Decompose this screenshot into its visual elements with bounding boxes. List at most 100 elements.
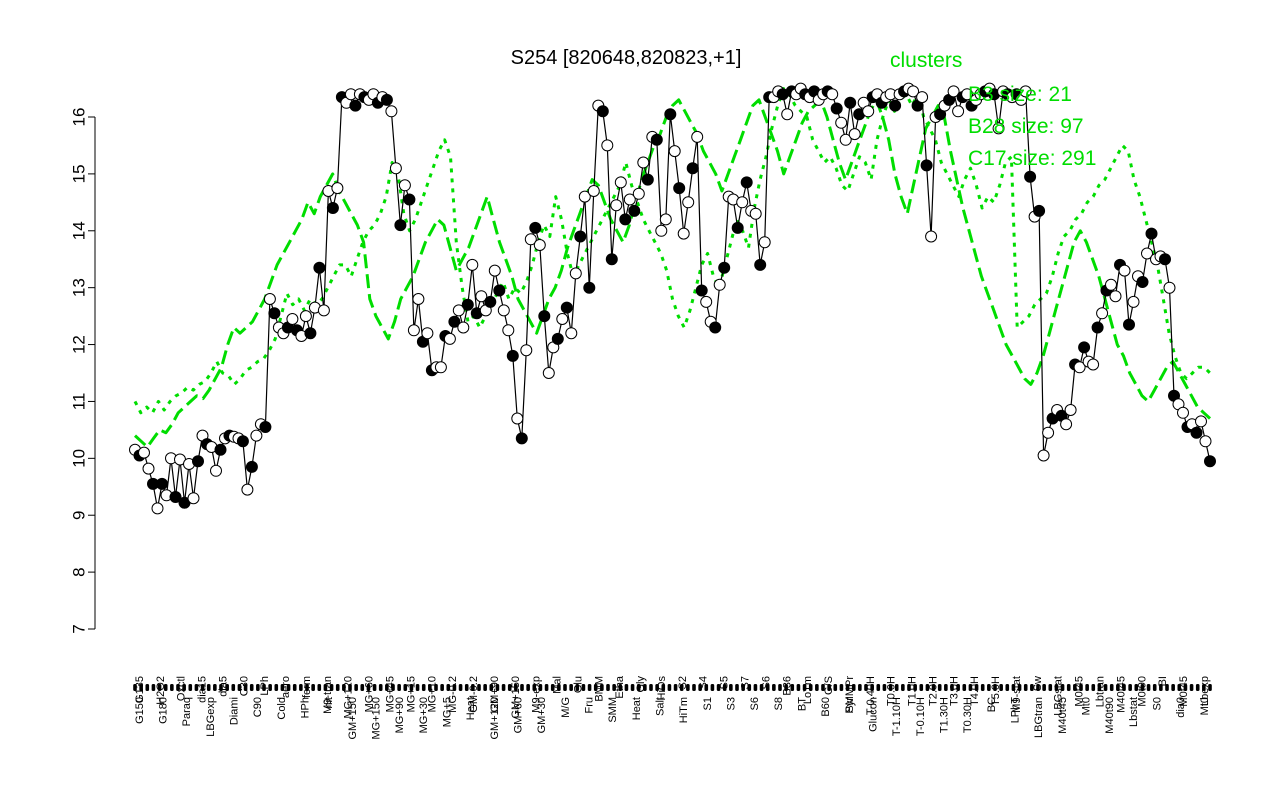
- x-tick-mark: [1152, 684, 1157, 691]
- x-tick-mark: [587, 684, 592, 691]
- data-point: [758, 236, 771, 249]
- x-tick-mark: [1060, 684, 1065, 691]
- data-point: [952, 105, 965, 118]
- data-point: [502, 324, 515, 337]
- x-tick-mark: [993, 684, 997, 691]
- data-point: [920, 159, 933, 172]
- x-tick-label: GM-0.2: [468, 676, 480, 713]
- x-tick-mark: [1116, 684, 1120, 691]
- x-tick-label: LBGtran: [1033, 697, 1045, 738]
- x-tick-mark: [200, 684, 205, 691]
- x-tick-mark: [790, 684, 795, 691]
- x-tick-label: Mal: [552, 676, 564, 694]
- x-tick-mark: [937, 684, 942, 691]
- data-point: [713, 278, 726, 291]
- data-point: [583, 281, 596, 294]
- x-tick-label: GM+150: [347, 697, 359, 740]
- x-tick-label: GM+120: [489, 697, 501, 740]
- x-tick-mark: [397, 684, 401, 691]
- x-tick-mark: [735, 684, 739, 691]
- x-tick-mark: [1005, 684, 1010, 691]
- data-point: [610, 199, 623, 212]
- x-tick-mark: [391, 684, 395, 691]
- x-tick-mark: [532, 684, 537, 691]
- x-tick-label: LPh: [259, 676, 271, 696]
- x-tick-label: ferm: [301, 676, 313, 698]
- x-tick-mark: [145, 684, 150, 691]
- x-tick-label: S3: [726, 697, 738, 710]
- x-tick-mark: [710, 684, 715, 691]
- x-tick-mark: [1109, 684, 1114, 691]
- data-point: [214, 443, 227, 456]
- x-tick-mark: [649, 684, 653, 691]
- x-tick-label: M9-tran: [322, 676, 334, 714]
- x-tick-mark: [1103, 684, 1108, 691]
- data-point: [650, 133, 663, 146]
- x-tick-label: T1.30H: [939, 697, 951, 733]
- x-tick-label: MG+30: [418, 697, 430, 733]
- y-tick-label: 16: [69, 108, 88, 127]
- x-tick-label: dia5: [217, 676, 229, 697]
- data-point: [448, 315, 461, 328]
- data-point: [907, 85, 920, 98]
- x-tick-mark: [1128, 684, 1132, 691]
- data-point: [259, 421, 272, 433]
- x-tick-mark: [679, 684, 684, 691]
- x-tick-mark: [802, 684, 807, 691]
- x-tick-label: MG+15: [405, 676, 417, 712]
- x-tick-label: Lbstat: [1128, 697, 1140, 727]
- x-tick-mark: [636, 684, 641, 691]
- x-tick-mark: [360, 684, 365, 691]
- data-point: [1073, 361, 1086, 374]
- data-point: [1109, 290, 1122, 303]
- x-tick-label: SMM: [607, 697, 619, 723]
- x-tick-mark: [342, 684, 346, 691]
- x-tick-mark: [704, 684, 709, 691]
- x-tick-mark: [1183, 684, 1188, 691]
- x-tick-label: M0t90: [1136, 676, 1148, 707]
- data-point: [497, 304, 510, 317]
- data-point: [304, 327, 317, 340]
- x-tick-label: GM+60: [513, 697, 525, 733]
- data-point: [1024, 170, 1037, 183]
- x-tick-mark: [194, 684, 199, 691]
- data-point: [1105, 278, 1117, 291]
- x-tick-label: GM+30: [536, 697, 548, 733]
- data-point: [632, 187, 645, 200]
- x-tick-label: Pyr: [844, 697, 856, 714]
- x-tick-label: MG+90: [394, 697, 406, 733]
- data-point: [299, 310, 312, 323]
- x-tick-label: T5.0H: [990, 676, 1002, 706]
- x-tick-mark: [213, 684, 217, 691]
- x-tick-label: Fru: [584, 697, 596, 714]
- x-tick-mark: [434, 684, 438, 691]
- x-tick-mark: [452, 684, 457, 691]
- data-point: [844, 96, 857, 109]
- x-tick-mark: [1011, 684, 1016, 691]
- x-tick-label: MG+150: [371, 697, 383, 740]
- x-tick-mark: [686, 684, 690, 691]
- x-tick-mark: [888, 684, 893, 691]
- data-point: [524, 233, 537, 246]
- x-tick-label: MG+45: [384, 676, 396, 712]
- data-point: [1127, 295, 1140, 308]
- cluster-lines: [133, 87, 1212, 449]
- x-tick-mark: [815, 684, 819, 691]
- data-point: [551, 332, 564, 345]
- data-point: [830, 102, 843, 115]
- data-point: [560, 301, 573, 314]
- x-tick-label: BI: [1157, 676, 1169, 686]
- data-point: [520, 344, 533, 357]
- x-tick-mark: [882, 684, 887, 691]
- data-point: [1064, 404, 1077, 416]
- data-point: [529, 221, 542, 234]
- x-tick-mark: [661, 684, 666, 691]
- x-tick-mark: [237, 684, 242, 691]
- data-point: [718, 261, 731, 274]
- data-point: [533, 239, 546, 251]
- x-tick-label: Heat: [465, 697, 477, 720]
- x-tick-label: G150: [134, 697, 146, 724]
- data-point: [862, 105, 875, 118]
- data-point: [461, 298, 474, 311]
- x-tick-mark: [182, 684, 186, 691]
